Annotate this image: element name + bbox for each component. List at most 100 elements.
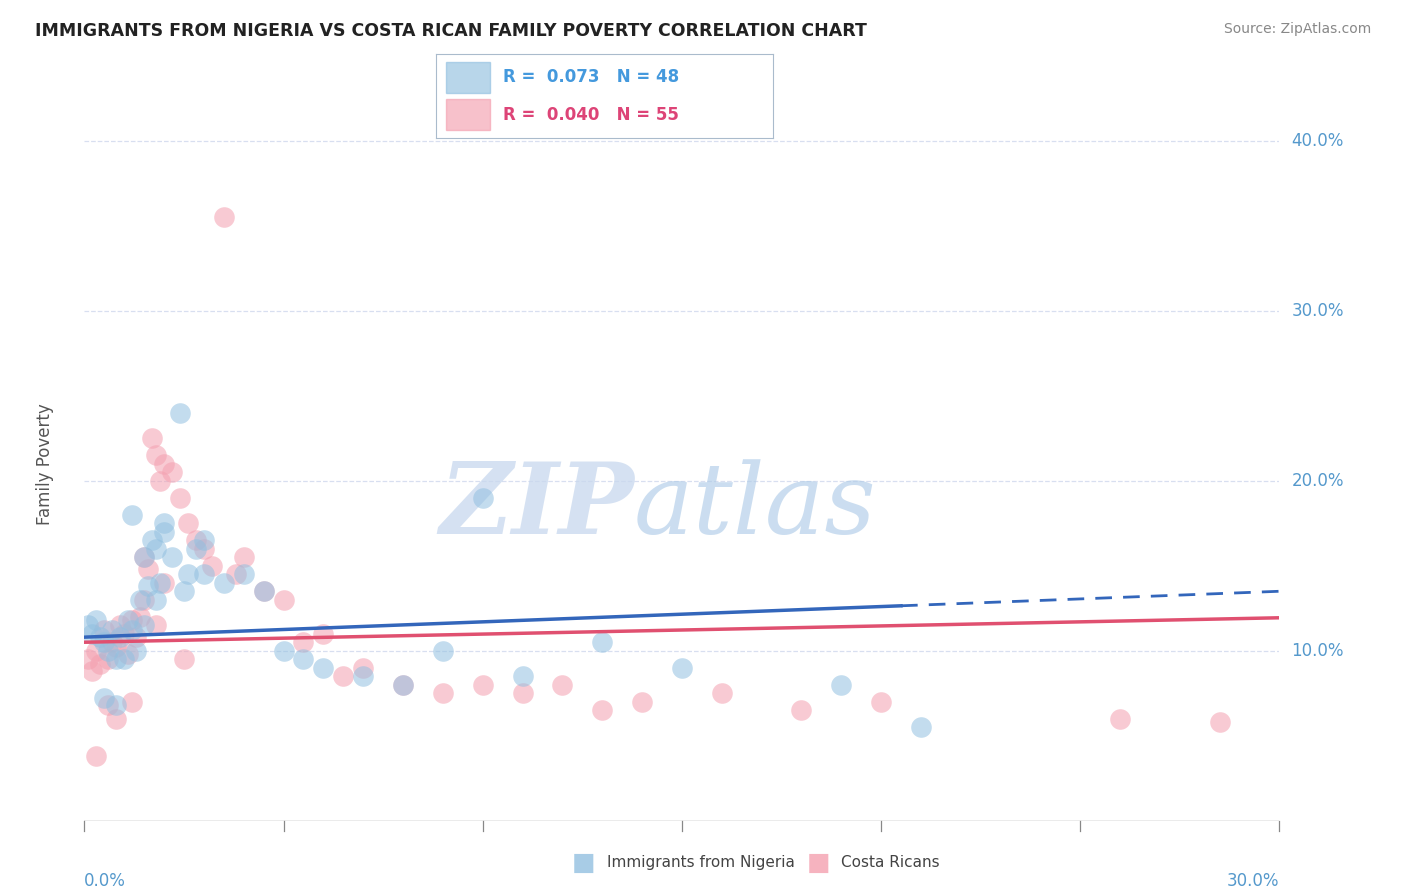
Point [173, 584, 195, 599]
Point [177, 567, 200, 582]
Point [136, 562, 159, 576]
Point [193, 533, 215, 548]
Point [910, 720, 932, 734]
Point [225, 567, 247, 582]
Point [112, 626, 135, 640]
Point [273, 644, 295, 658]
Point [292, 635, 315, 649]
Point [153, 524, 176, 539]
Point [110, 618, 132, 632]
Point [184, 541, 207, 556]
Point [232, 550, 254, 565]
Point [193, 541, 215, 556]
Point [392, 678, 415, 692]
Point [110, 630, 132, 644]
Text: Immigrants from Nigeria: Immigrants from Nigeria [607, 855, 796, 870]
Point [212, 211, 235, 225]
Point [121, 508, 143, 522]
Point [105, 640, 128, 655]
Point [141, 431, 163, 445]
Point [86, 613, 108, 627]
Point [121, 613, 143, 627]
Point [77, 652, 100, 666]
Point [82, 664, 104, 678]
Point [97, 698, 120, 712]
Point [671, 661, 693, 675]
Text: 0.0%: 0.0% [84, 871, 127, 889]
Point [631, 695, 654, 709]
Point [1208, 715, 1230, 730]
Bar [446, 99, 489, 130]
Point [392, 678, 415, 692]
Text: Family Poverty: Family Poverty [37, 403, 55, 524]
Point [86, 644, 108, 658]
Point [352, 669, 374, 683]
Point [97, 652, 120, 666]
Text: Source: ZipAtlas.com: Source: ZipAtlas.com [1223, 22, 1371, 37]
Point [93, 635, 115, 649]
Text: 10.0%: 10.0% [1291, 641, 1344, 660]
Point [591, 703, 613, 717]
Point [432, 686, 454, 700]
Point [93, 624, 115, 638]
Point [86, 749, 108, 764]
Point [153, 457, 176, 471]
Text: 30.0%: 30.0% [1291, 301, 1344, 320]
Text: 40.0%: 40.0% [1291, 132, 1344, 150]
Point [132, 550, 156, 565]
Text: 30.0%: 30.0% [1227, 871, 1279, 889]
Point [129, 592, 152, 607]
Text: ■: ■ [807, 851, 830, 874]
Point [121, 695, 143, 709]
Point [117, 613, 139, 627]
Point [132, 550, 156, 565]
Point [153, 575, 176, 590]
Point [132, 592, 156, 607]
Point [512, 686, 534, 700]
Point [105, 698, 128, 712]
Point [141, 533, 163, 548]
Bar [446, 62, 489, 93]
Point [512, 669, 534, 683]
Text: R =  0.073   N = 48: R = 0.073 N = 48 [503, 69, 679, 87]
Text: atlas: atlas [634, 459, 877, 554]
Point [710, 686, 733, 700]
Point [471, 678, 494, 692]
Point [332, 669, 354, 683]
Point [145, 448, 167, 462]
Point [160, 550, 183, 565]
Point [97, 644, 120, 658]
Point [212, 575, 235, 590]
Point [82, 626, 104, 640]
Point [149, 575, 172, 590]
Point [125, 644, 148, 658]
Point [132, 618, 156, 632]
Point [101, 635, 124, 649]
Point [201, 558, 224, 573]
Point [101, 624, 124, 638]
Point [273, 592, 295, 607]
Point [169, 406, 191, 420]
Point [149, 474, 172, 488]
Point [112, 652, 135, 666]
Point [292, 652, 315, 666]
Point [253, 584, 276, 599]
Point [432, 644, 454, 658]
Point [591, 635, 613, 649]
Point [312, 626, 335, 640]
Point [471, 491, 494, 505]
Point [153, 516, 176, 531]
Point [121, 624, 143, 638]
Point [105, 652, 128, 666]
Point [145, 592, 167, 607]
Point [830, 678, 852, 692]
Text: Costa Ricans: Costa Ricans [841, 855, 939, 870]
Point [253, 584, 276, 599]
Point [145, 618, 167, 632]
Point [790, 703, 813, 717]
Text: R =  0.040   N = 55: R = 0.040 N = 55 [503, 105, 679, 123]
Point [125, 630, 148, 644]
Text: 20.0%: 20.0% [1291, 472, 1344, 490]
Point [177, 516, 200, 531]
Point [89, 657, 111, 672]
